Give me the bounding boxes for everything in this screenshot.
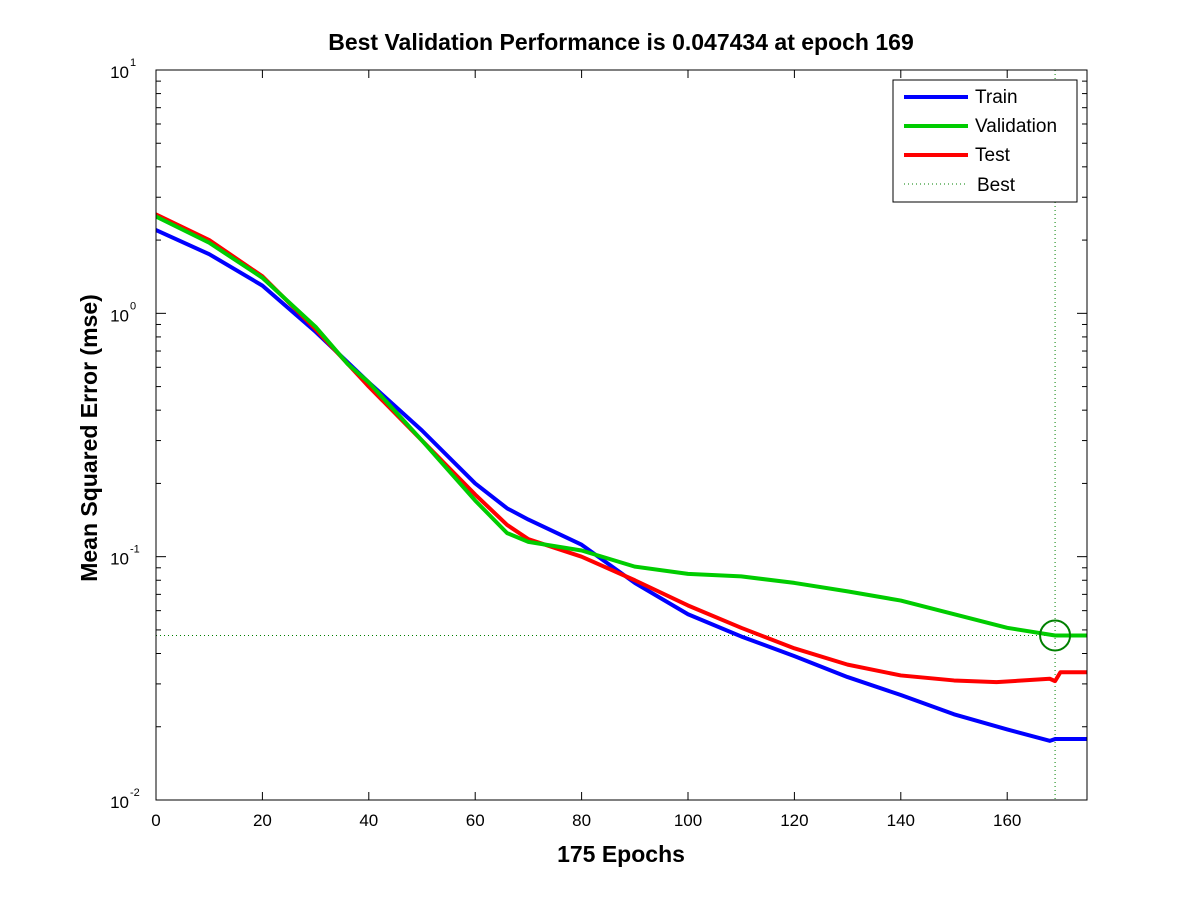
y-tick-label: 10 (110, 550, 129, 569)
x-tick-label: 100 (674, 811, 702, 830)
legend-label-train: Train (975, 87, 1018, 108)
legend-label-validation: Validation (975, 116, 1057, 137)
x-tick-label: 60 (466, 811, 485, 830)
plot-area (156, 70, 1087, 800)
y-tick-exponent: -2 (130, 787, 140, 799)
series-line-validation (156, 214, 1087, 638)
y-tick-exponent: 1 (130, 57, 136, 69)
y-tick-label: 10 (110, 63, 129, 82)
best-point-marker (1039, 619, 1072, 652)
y-tick-label: 10 (110, 306, 129, 325)
legend-box (892, 79, 1078, 203)
x-tick-label: 40 (359, 811, 378, 830)
y-axis-label: Mean Squared Error (mse) (76, 294, 102, 582)
x-axis-label: 175 Epochs (557, 841, 685, 867)
axes-frame (155, 69, 1088, 801)
y-tick-exponent: -1 (130, 544, 140, 556)
legend: Train Validation Test Best (892, 79, 1078, 203)
y-tick-label: 10 (110, 793, 129, 812)
legend-label-test: Test (975, 145, 1011, 166)
chart-title: Best Validation Performance is 0.047434 … (328, 29, 914, 55)
x-tick-label: 140 (887, 811, 915, 830)
x-tick-label: 80 (572, 811, 591, 830)
y-tick-exponent: 0 (130, 300, 136, 312)
x-tick-label: 160 (993, 811, 1021, 830)
x-tick-label: 20 (253, 811, 272, 830)
x-tick-label: 0 (151, 811, 160, 830)
legend-label-best: Best (977, 175, 1016, 196)
x-tick-label: 120 (780, 811, 808, 830)
